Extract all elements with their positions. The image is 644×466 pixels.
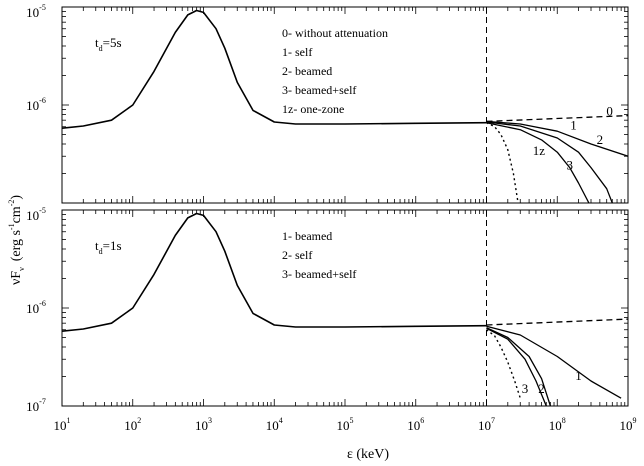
y-axis-title-part1: νF xyxy=(9,271,24,285)
base-curve xyxy=(62,212,487,332)
curve-label-1z: 1z xyxy=(533,143,546,158)
legend-entry: 3- beamed+self xyxy=(282,83,356,97)
curves xyxy=(62,9,628,203)
x-tick-exponent: 3 xyxy=(208,416,212,425)
series-top-2 xyxy=(486,121,613,203)
series-bottom-1 xyxy=(486,325,622,399)
curve-label-0: 0 xyxy=(606,104,613,119)
curve-label-3: 3 xyxy=(522,381,529,396)
x-tick-base: 10 xyxy=(407,418,420,433)
series-bottom-3 xyxy=(486,327,547,406)
x-tick-label: 101 xyxy=(54,416,71,433)
y-tick-exponent: -6 xyxy=(39,299,46,308)
panel-tag-rest: =1s xyxy=(103,238,122,253)
curve-label-1: 1 xyxy=(575,368,582,383)
y-axis-title-part3: cm xyxy=(9,206,24,223)
panel-tag-sub: d xyxy=(99,44,103,53)
legend-entry: 1- self xyxy=(282,45,312,59)
series-bottom-dashed xyxy=(486,318,628,326)
series-top-3 xyxy=(486,122,590,203)
series-top-0 xyxy=(486,114,628,123)
panel-tag-rest: =5s xyxy=(103,35,122,50)
y-axis-title-sup2: -2 xyxy=(7,200,16,207)
x-tick-base: 10 xyxy=(195,418,208,433)
y-tick-base: 10 xyxy=(26,301,39,316)
panel-tag: td=1s xyxy=(95,238,122,256)
panel-tag-sub: d xyxy=(99,247,103,256)
curve-label-1: 1 xyxy=(570,118,577,133)
y-tick-exponent: -7 xyxy=(39,397,46,406)
x-tick-labels: 101 102 103 104 105 106 107 108 109 xyxy=(54,416,637,433)
y-axis-title-part4: ) xyxy=(9,195,24,200)
legend-entry: 1- beamed xyxy=(282,229,332,243)
legend-entry: 0- without attenuation xyxy=(282,26,388,40)
y-tick-base: 10 xyxy=(26,98,39,113)
y-tick-base: 10 xyxy=(26,208,39,223)
x-tick-base: 10 xyxy=(266,418,279,433)
y-tick-exponent: -6 xyxy=(39,96,46,105)
x-tick-exponent: 8 xyxy=(562,416,566,425)
y-axis-title-part2: (erg s xyxy=(9,230,24,261)
x-tick-base: 10 xyxy=(549,418,562,433)
panel-tag-main: t xyxy=(95,238,99,253)
x-tick-base: 10 xyxy=(620,418,633,433)
series-bottom-dotted xyxy=(486,329,521,399)
curve-label-2: 2 xyxy=(538,381,545,396)
x-tick-exponent: 2 xyxy=(137,416,141,425)
curve-label-2: 2 xyxy=(597,132,604,147)
legend-entry: 3- beamed+self xyxy=(282,267,356,281)
y-tick-exponent: -5 xyxy=(39,206,46,215)
series-bottom-2 xyxy=(486,327,552,406)
legend-entry: 2- self xyxy=(282,248,312,262)
series-top-1 xyxy=(486,120,628,157)
x-tick-label: 108 xyxy=(549,416,566,433)
y-tick-label: 10-5 xyxy=(26,206,46,223)
panel-tag-main: t xyxy=(95,35,99,50)
x-tick-exponent: 5 xyxy=(350,416,354,425)
legend-entry: 1z- one-zone xyxy=(282,102,344,116)
x-tick-label: 109 xyxy=(620,416,637,433)
y-axis-title-sup1: -1 xyxy=(7,223,16,230)
y-tick-label: 10-7 xyxy=(26,397,46,414)
x-tick-base: 10 xyxy=(54,418,67,433)
x-tick-label: 104 xyxy=(266,416,283,433)
y-axis-title: νFν (erg s-1cm-2) xyxy=(7,195,26,285)
curves xyxy=(62,212,628,406)
y-tick-base: 10 xyxy=(26,5,39,20)
x-tick-label: 105 xyxy=(337,416,354,433)
base-curve xyxy=(62,9,487,129)
x-tick-label: 103 xyxy=(195,416,212,433)
y-tick-base: 10 xyxy=(26,399,39,414)
x-tick-exponent: 9 xyxy=(633,416,637,425)
plot-frame xyxy=(61,209,629,407)
series-top-1z xyxy=(486,122,519,203)
y-tick-exponent: -5 xyxy=(39,3,46,12)
x-tick-label: 107 xyxy=(478,416,495,433)
y-tick-label: 10-5 xyxy=(26,3,46,20)
x-tick-exponent: 4 xyxy=(279,416,283,425)
x-tick-base: 10 xyxy=(478,418,491,433)
x-tick-exponent: 6 xyxy=(420,416,424,425)
curve-label-3: 3 xyxy=(566,157,573,172)
legend-entry: 2- beamed xyxy=(282,64,332,78)
x-axis-title: ε (keV) xyxy=(347,447,389,462)
panel-tag: td=5s xyxy=(95,35,122,53)
x-tick-label: 102 xyxy=(124,416,141,433)
x-tick-base: 10 xyxy=(337,418,350,433)
y-tick-label: 10-6 xyxy=(26,96,46,113)
x-tick-exponent: 1 xyxy=(67,416,71,425)
x-tick-label: 106 xyxy=(407,416,424,433)
x-tick-exponent: 7 xyxy=(491,416,495,425)
svg-text:νFν(erg s-1cm-2): νFν (erg s-1cm-2) xyxy=(7,195,26,285)
x-tick-base: 10 xyxy=(124,418,137,433)
y-axis-title-sub: ν xyxy=(17,267,26,271)
y-tick-label: 10-6 xyxy=(26,299,46,316)
